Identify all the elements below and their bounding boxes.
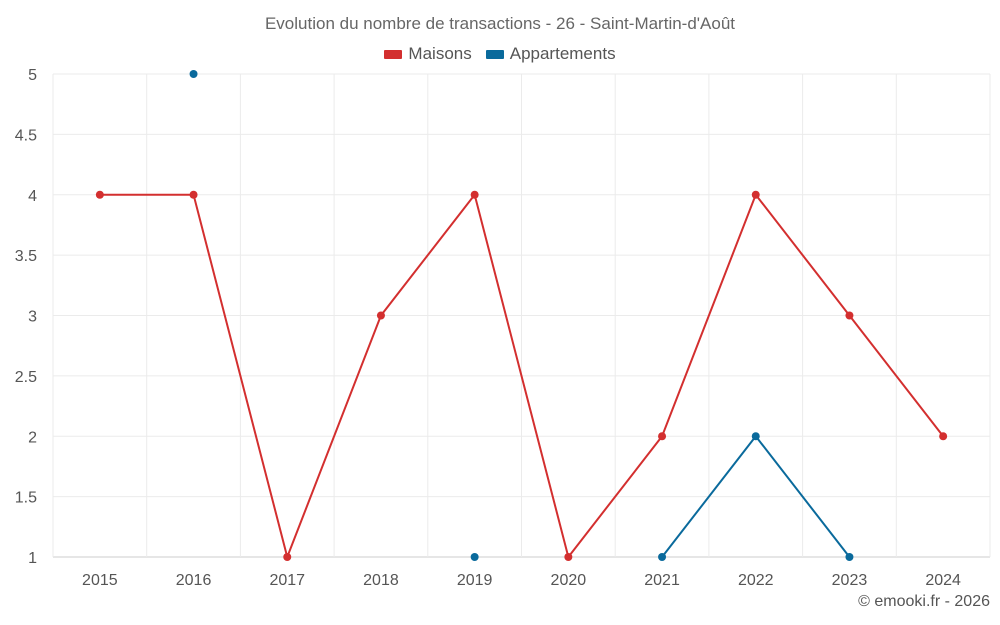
legend-item-appartements[interactable]: Appartements xyxy=(485,44,616,64)
data-point-appartements xyxy=(845,553,854,561)
legend-swatch-appartements xyxy=(485,49,504,59)
data-point-maisons xyxy=(939,432,948,441)
data-point-appartements xyxy=(470,553,479,561)
data-point-maisons xyxy=(189,190,198,199)
legend-item-maisons[interactable]: Maisons xyxy=(384,44,472,64)
legend-swatch-maisons xyxy=(384,49,403,59)
data-point-maisons xyxy=(751,190,760,199)
x-tick-label: 2015 xyxy=(82,572,118,589)
data-point-maisons xyxy=(845,311,854,320)
data-point-maisons xyxy=(470,190,479,199)
x-tick-label: 2024 xyxy=(925,572,961,589)
y-tick-label: 1 xyxy=(28,550,37,567)
chart-title: Evolution du nombre de transactions - 26… xyxy=(264,14,736,33)
x-tick-label: 2018 xyxy=(363,572,399,589)
x-tick-label: 2022 xyxy=(738,572,774,589)
x-tick-label: 2016 xyxy=(176,572,212,589)
data-point-appartements xyxy=(189,70,198,78)
data-point-maisons xyxy=(658,432,667,441)
y-tick-label: 3 xyxy=(28,309,37,326)
legend: Maisons Appartements xyxy=(0,44,1000,64)
y-tick-label: 4.5 xyxy=(15,127,37,144)
x-tick-label: 2020 xyxy=(551,572,587,589)
data-point-maisons xyxy=(283,553,292,561)
x-tick-label: 2017 xyxy=(269,572,305,589)
data-point-appartements xyxy=(658,553,667,561)
x-tick-label: 2023 xyxy=(832,572,868,589)
data-point-maisons xyxy=(376,311,385,320)
y-tick-label: 2.5 xyxy=(15,369,37,386)
data-point-maisons xyxy=(95,190,104,199)
x-tick-label: 2021 xyxy=(644,572,680,589)
y-tick-label: 3.5 xyxy=(15,248,37,265)
data-point-appartements xyxy=(751,432,760,441)
series-line-maisons xyxy=(99,193,944,558)
legend-label-appartements: Appartements xyxy=(509,44,616,63)
legend-label-maisons: Maisons xyxy=(408,44,472,63)
y-tick-label: 1.5 xyxy=(15,490,37,507)
x-tick-label: 2019 xyxy=(457,572,493,589)
data-point-maisons xyxy=(564,553,573,561)
credit-text: © emooki.fr - 2026 xyxy=(858,593,990,610)
y-tick-label: 4 xyxy=(28,188,37,205)
y-tick-label: 2 xyxy=(28,429,37,446)
y-tick-label: 5 xyxy=(28,67,37,84)
